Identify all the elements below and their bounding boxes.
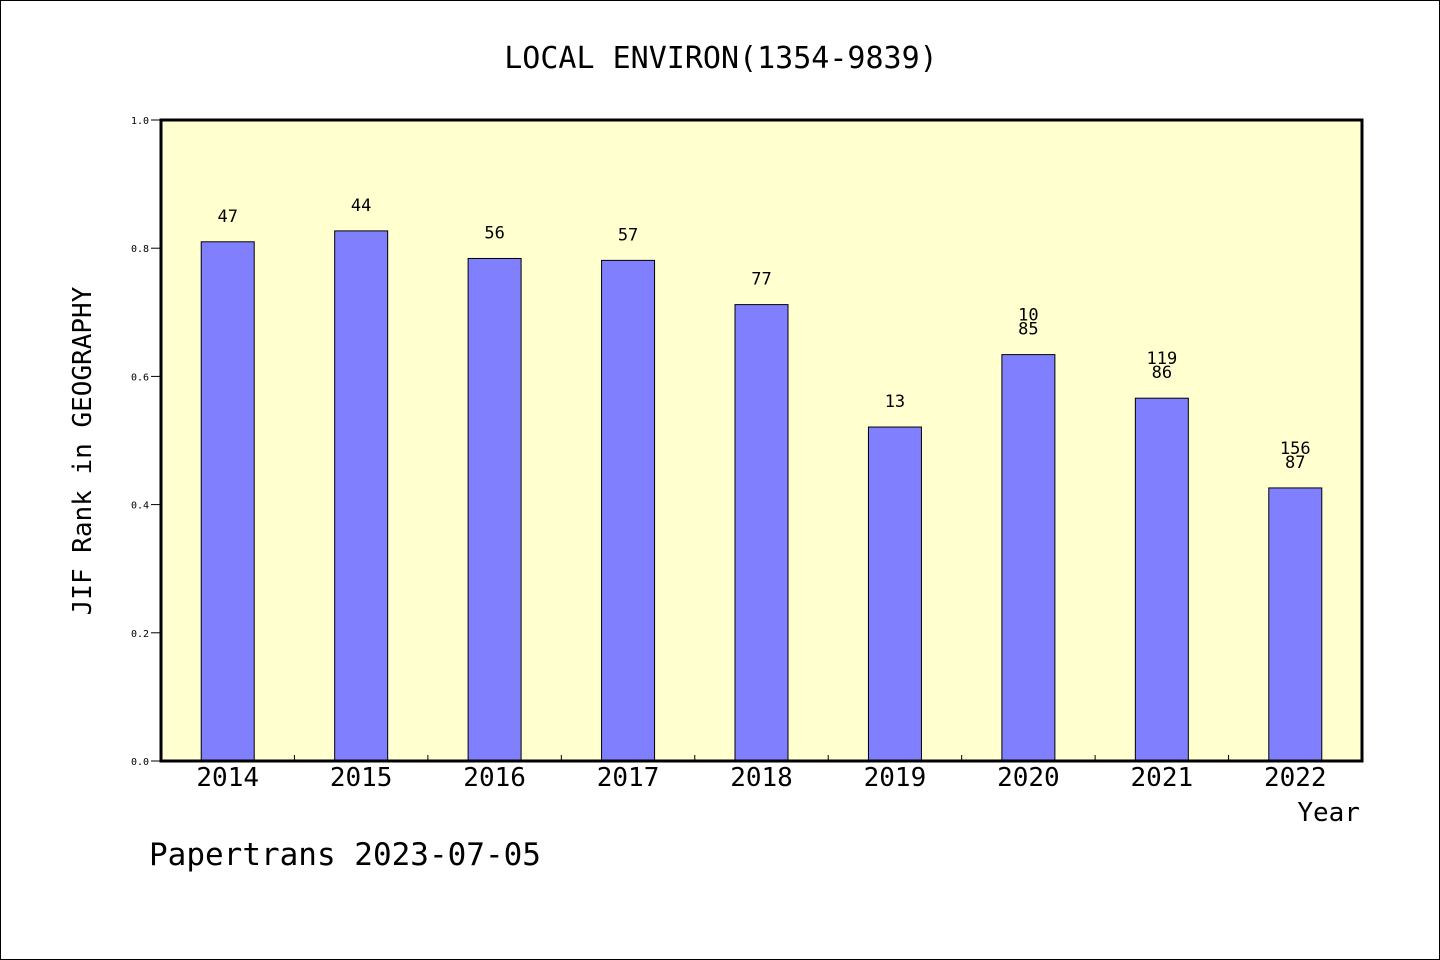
y-tick-label-0.0: 0.0 [131,757,149,768]
plot-border [159,118,1364,763]
y-axis-label: JIF Rank in GEOGRAPHY [68,286,98,615]
bar-2019 [867,426,922,762]
bar-2018 [734,304,789,762]
bar-2020 [1001,354,1056,762]
x-axis: 2014 2015 2016 2017 2018 2019 2020 2021 2022 [196,755,1327,793]
bars-group [200,230,1323,762]
bar-label-2015-1: 44 [351,196,371,216]
x-tick-label-2021: 2021 [1131,763,1194,793]
bar-2021 [1134,397,1189,762]
bar-label-2017-1: 57 [618,225,638,245]
bar-2022 [1268,487,1323,762]
footer-credit: Papertrans 2023-07-05 [149,837,541,873]
x-tick-label-2020: 2020 [997,763,1060,793]
y-axis: 0.0 0.2 0.4 0.6 0.8 1.0 [131,116,161,768]
x-axis-label: Year [1297,798,1360,828]
bar-label-2014-1: 47 [217,207,237,227]
bar-2016 [467,257,522,762]
x-tick-label-2019: 2019 [864,763,927,793]
x-tick-label-2016: 2016 [463,763,526,793]
x-tick-label-2015: 2015 [330,763,393,793]
bar-label-2021-2: 86 [1152,363,1172,383]
x-tick-label-2017: 2017 [597,763,660,793]
y-tick-label-0.8: 0.8 [131,244,149,255]
bar-label-2018-1: 77 [751,270,771,290]
bar-label-2021-1: 119 [1146,349,1177,369]
bar-label-2020-2: 85 [1018,320,1038,340]
x-tick-label-2018: 2018 [730,763,793,793]
bar-label-2020-1: 10 [1018,306,1038,326]
x-tick-label-2014: 2014 [196,763,259,793]
y-tick-label-0.6: 0.6 [131,372,149,383]
bar-label-2016-1: 56 [484,223,504,243]
bar-label-2019-1: 13 [885,392,905,412]
y-tick-label-1.0: 1.0 [131,116,149,127]
bar-2015 [334,230,389,762]
y-tick-label-0.2: 0.2 [131,629,149,640]
x-tick-label-2022: 2022 [1264,763,1327,793]
bar-label-2022-2: 87 [1285,453,1305,473]
y-tick-label-0.4: 0.4 [131,501,149,512]
chart-title: LOCAL ENVIRON(1354-9839) [504,41,937,76]
bar-2014 [200,241,255,762]
bar-2017 [601,259,656,762]
bar-label-2022-1: 156 [1280,439,1311,459]
